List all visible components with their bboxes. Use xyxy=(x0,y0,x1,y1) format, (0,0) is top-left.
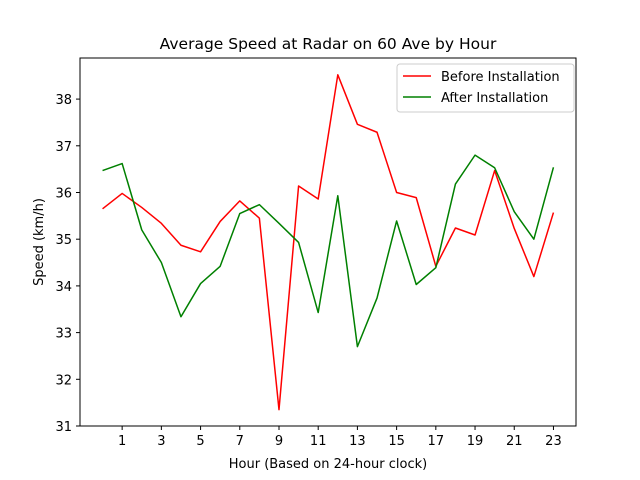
x-tick-label: 9 xyxy=(275,434,283,449)
x-tick-label: 5 xyxy=(196,434,204,449)
x-tick-label: 13 xyxy=(349,434,366,449)
legend-box xyxy=(396,63,575,113)
legend: Before Installation After Installation xyxy=(396,63,575,113)
y-tick-label: 36 xyxy=(55,186,72,201)
x-tick-label: 23 xyxy=(545,434,562,449)
x-tick-label: 1 xyxy=(118,434,126,449)
x-tick-label: 21 xyxy=(506,434,523,449)
y-tick-label: 31 xyxy=(55,420,72,435)
y-axis-label: Speed (km/h) xyxy=(32,198,47,286)
x-axis: 1 3 5 7 9 11 13 15 17 19 21 23 xyxy=(118,426,562,449)
legend-label-after: After Installation xyxy=(441,91,548,106)
x-tick-label: 17 xyxy=(428,434,445,449)
y-axis: 31 32 33 34 35 36 37 38 xyxy=(55,93,80,435)
x-tick-label: 11 xyxy=(310,434,327,449)
y-tick-label: 34 xyxy=(55,280,72,295)
y-tick-label: 33 xyxy=(55,327,72,342)
x-tick-label: 15 xyxy=(388,434,405,449)
y-tick-label: 32 xyxy=(55,373,72,388)
y-tick-label: 37 xyxy=(55,140,72,155)
x-tick-label: 3 xyxy=(157,434,165,449)
plot-lines xyxy=(102,74,555,411)
x-tick-label: 7 xyxy=(236,434,244,449)
series-line-0 xyxy=(102,74,555,411)
x-tick-label: 19 xyxy=(467,434,484,449)
legend-label-before: Before Installation xyxy=(441,70,560,85)
chart-title: Average Speed at Radar on 60 Ave by Hour xyxy=(160,35,497,53)
plot-frame xyxy=(79,57,577,427)
y-tick-label: 35 xyxy=(55,233,72,248)
series-line-1 xyxy=(102,154,555,348)
x-axis-label: Hour (Based on 24-hour clock) xyxy=(229,457,428,472)
y-tick-label: 38 xyxy=(55,93,72,108)
